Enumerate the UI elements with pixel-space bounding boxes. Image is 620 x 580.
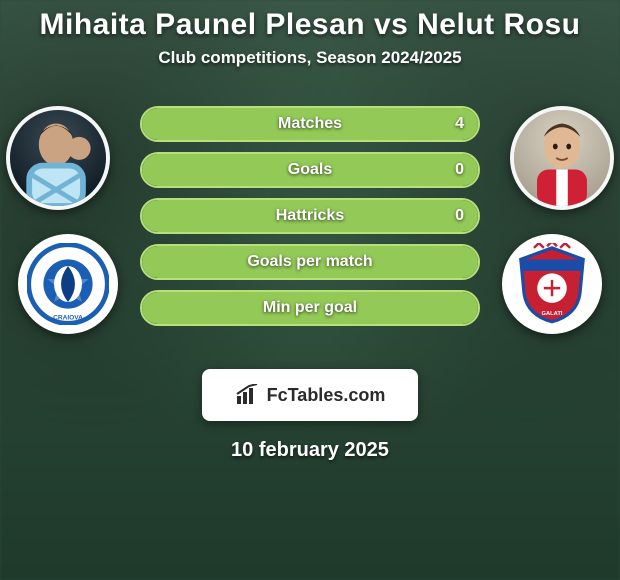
stat-bar-label: Goals per match	[142, 253, 478, 271]
comparison-body: CRAIOVA GALATI Matches4Goals0Hattricks0G…	[0, 106, 620, 351]
stat-bar-value: 0	[455, 161, 464, 179]
fctables-logo: FcTables.com	[202, 369, 418, 421]
player-right-avatar	[510, 106, 614, 210]
stat-bar: Goals per match	[140, 244, 480, 280]
stat-bar-value: 4	[455, 115, 464, 133]
comparison-date: 10 february 2025	[0, 439, 620, 462]
stat-bar: Matches4	[140, 106, 480, 142]
stat-bar-value: 0	[455, 207, 464, 225]
stat-bar-label: Min per goal	[142, 299, 478, 317]
infographic-container: Mihaita Paunel Plesan vs Nelut Rosu Club…	[0, 0, 620, 580]
fctables-chart-icon	[235, 384, 261, 406]
club-left-badge-image: CRAIOVA	[27, 243, 109, 325]
comparison-title: Mihaita Paunel Plesan vs Nelut Rosu	[0, 8, 620, 42]
player-right-avatar-image	[514, 110, 610, 206]
club-left-badge: CRAIOVA	[18, 234, 118, 334]
stat-bar-label: Goals	[142, 161, 478, 179]
club-right-badge-image: GALATI	[511, 243, 593, 325]
stat-bars: Matches4Goals0Hattricks0Goals per matchM…	[140, 106, 480, 326]
svg-text:CRAIOVA: CRAIOVA	[53, 314, 83, 321]
stat-bar: Min per goal	[140, 290, 480, 326]
svg-text:GALATI: GALATI	[542, 311, 563, 317]
comparison-subtitle: Club competitions, Season 2024/2025	[0, 48, 620, 68]
stat-bar: Goals0	[140, 152, 480, 188]
player-left-avatar	[6, 106, 110, 210]
club-right-badge: GALATI	[502, 234, 602, 334]
stat-bar-label: Matches	[142, 115, 478, 133]
player-left-avatar-image	[10, 110, 106, 206]
stat-bar-label: Hattricks	[142, 207, 478, 225]
stat-bar: Hattricks0	[140, 198, 480, 234]
fctables-logo-text: FcTables.com	[267, 385, 386, 406]
